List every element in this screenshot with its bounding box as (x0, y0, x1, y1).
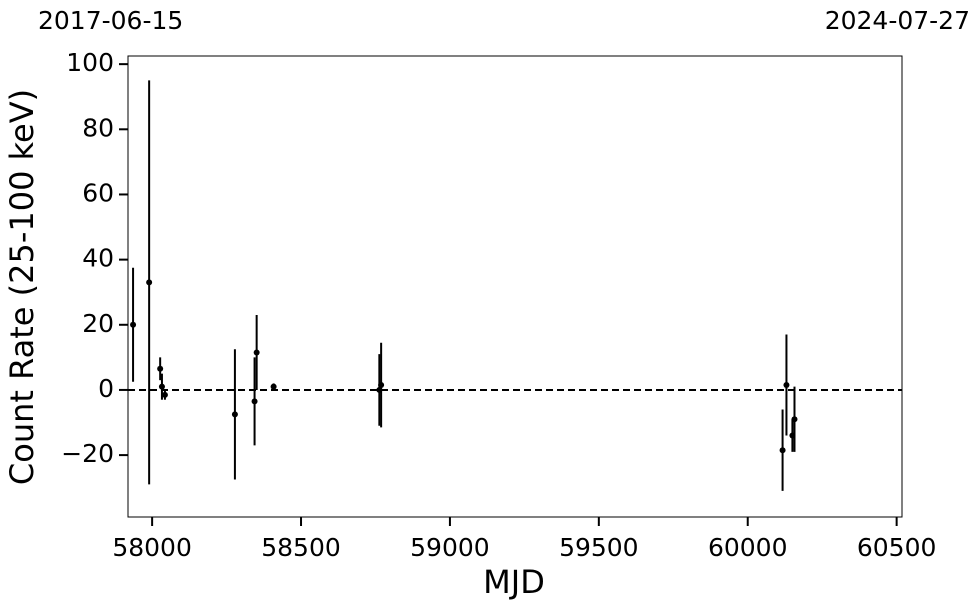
y-tick-label: 80 (82, 113, 114, 142)
data-point (161, 391, 168, 398)
data-point (231, 411, 238, 418)
data-point (378, 382, 385, 389)
data-point (779, 447, 786, 454)
data-point (158, 383, 165, 390)
x-tick-label: 58000 (112, 533, 192, 562)
x-tick-label: 60000 (708, 533, 788, 562)
data-point (157, 365, 164, 372)
data-point (130, 321, 137, 328)
y-tick-label: 0 (98, 374, 114, 403)
end-date: 2024-07-27 (825, 6, 970, 35)
plot-frame (127, 55, 903, 518)
data-point (783, 382, 790, 389)
data-point (791, 416, 798, 423)
y-tick-label: 60 (82, 178, 114, 207)
start-date: 2017-06-15 (38, 6, 183, 35)
data-point (270, 383, 277, 390)
y-tick-label: 40 (82, 244, 114, 273)
x-tick-label: 59000 (410, 533, 490, 562)
x-tick-label: 60500 (857, 533, 937, 562)
y-tick-label: 20 (82, 309, 114, 338)
y-tick-label: −20 (61, 439, 114, 468)
y-axis-label: Count Rate (25-100 keV) (3, 89, 41, 485)
y-tick-label: 100 (66, 48, 114, 77)
data-point (251, 398, 258, 405)
x-tick-label: 58500 (261, 533, 341, 562)
x-tick-label: 59500 (559, 533, 639, 562)
x-axis-label: MJD (483, 563, 545, 601)
data-point (253, 349, 260, 356)
data-point (146, 279, 153, 286)
